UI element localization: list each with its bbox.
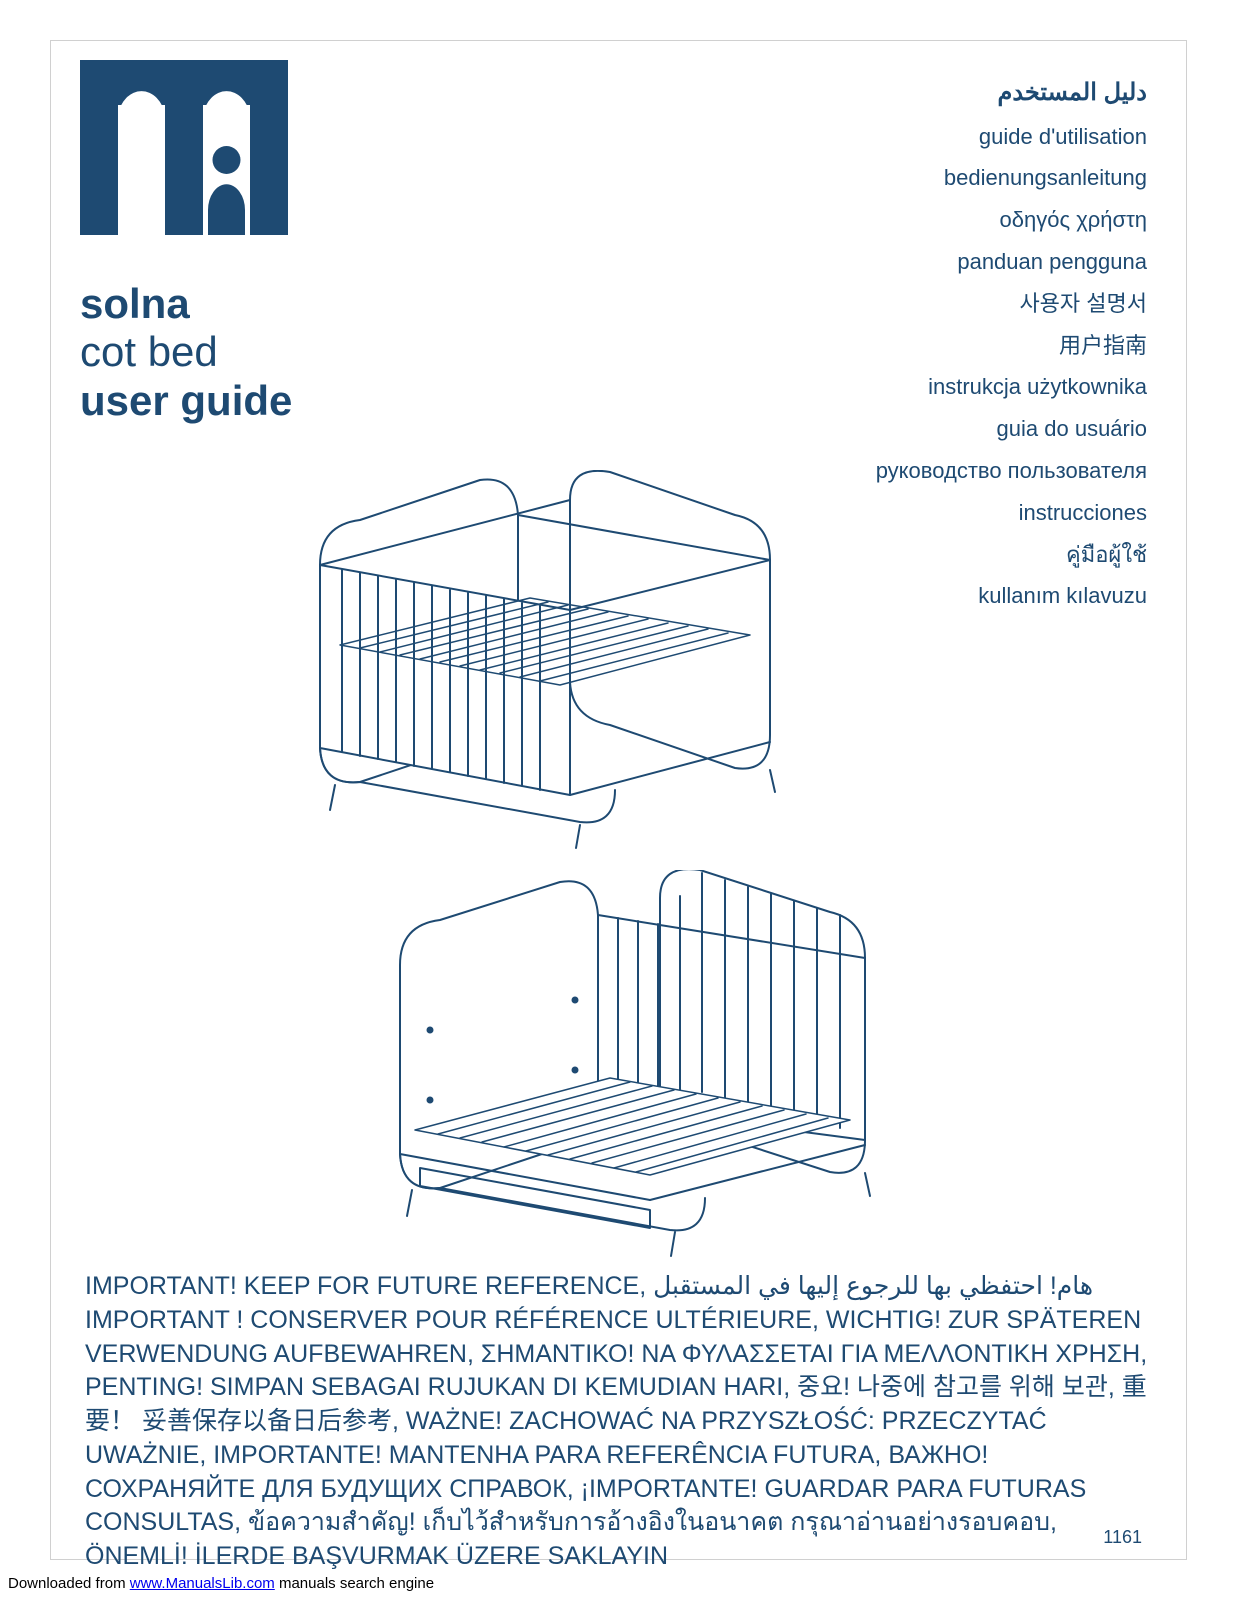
lang-item: bedienungsanleitung <box>876 157 1147 199</box>
cot-illustration-bottom <box>360 870 900 1265</box>
lang-item: οδηγός χρήστη <box>876 199 1147 241</box>
brand-logo <box>80 60 290 265</box>
lang-item: คู่มือผู้ใช้ <box>876 534 1147 576</box>
title-line-2: cot bed <box>80 328 292 376</box>
lang-item: instrucciones <box>876 492 1147 534</box>
lang-item: دليل المستخدم <box>876 70 1147 116</box>
download-footer: Downloaded from www.ManualsLib.com manua… <box>8 1575 434 1592</box>
footer-suffix: manuals search engine <box>275 1575 434 1592</box>
lang-item: panduan pengguna <box>876 241 1147 283</box>
lang-item: 사용자 설명서 <box>876 283 1147 325</box>
footer-prefix: Downloaded from <box>8 1575 130 1592</box>
title-line-3: user guide <box>80 377 292 425</box>
lang-item: kullanım kılavuzu <box>876 575 1147 617</box>
lang-item: guide d'utilisation <box>876 116 1147 158</box>
lang-item: instrukcja użytkownika <box>876 366 1147 408</box>
document-code: 1161 <box>1103 1527 1142 1548</box>
title-block: solna cot bed user guide <box>80 280 292 425</box>
lang-item: guia do usuário <box>876 408 1147 450</box>
language-list: دليل المستخدم guide d'utilisation bedien… <box>876 70 1147 617</box>
lang-item: руководство пользователя <box>876 450 1147 492</box>
lang-item: 用户指南 <box>876 325 1147 367</box>
important-notice: IMPORTANT! KEEP FOR FUTURE REFERENCE, ها… <box>85 1270 1152 1574</box>
title-line-1: solna <box>80 280 292 328</box>
footer-link[interactable]: www.ManualsLib.com <box>130 1575 275 1592</box>
cot-illustration-top <box>280 470 800 855</box>
